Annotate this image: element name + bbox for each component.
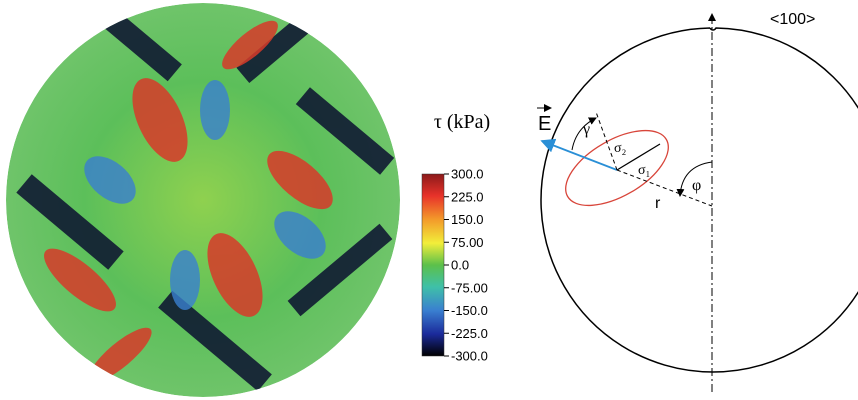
colorbar-tick-label: 75.00 [451, 235, 484, 250]
stress-map [6, 0, 400, 397]
phi-label: φ [692, 177, 701, 194]
axis-label: <100> [770, 11, 815, 28]
field-arrow [542, 141, 617, 170]
crystal-outline [541, 28, 858, 372]
gamma-label: γ [582, 121, 590, 138]
sigma2-label: σ₂ [614, 141, 627, 156]
colorbar-tick-label: 0.0 [451, 258, 469, 273]
field-label: E [538, 113, 551, 135]
diagram [537, 14, 858, 392]
colorbar-tick-label: 225.0 [451, 189, 484, 204]
colorbar-title: τ (kPa) [434, 111, 490, 133]
colorbar-tick-label: 300.0 [451, 167, 484, 182]
colorbar-tick-label: -75.00 [451, 280, 488, 295]
colorbar-tick-label: -225.0 [451, 326, 488, 341]
colorbar [422, 174, 444, 356]
sigma1-label: σ₁ [638, 163, 650, 178]
colorbar-ticks: 300.0 225.0 150.0 75.00 0.0 -75.00 -150.0 -225.… [444, 167, 488, 364]
figure: τ (kPa) 300.0 225.0 150.0 75.00 0.0 -75.00 -15… [0, 0, 858, 400]
colorbar-tick-label: -150.0 [451, 303, 488, 318]
colorbar-tick-label: 150.0 [451, 212, 484, 227]
radius-label: r [655, 195, 661, 212]
ellipse [554, 115, 681, 220]
colorbar-tick-label: -300.0 [451, 349, 488, 364]
